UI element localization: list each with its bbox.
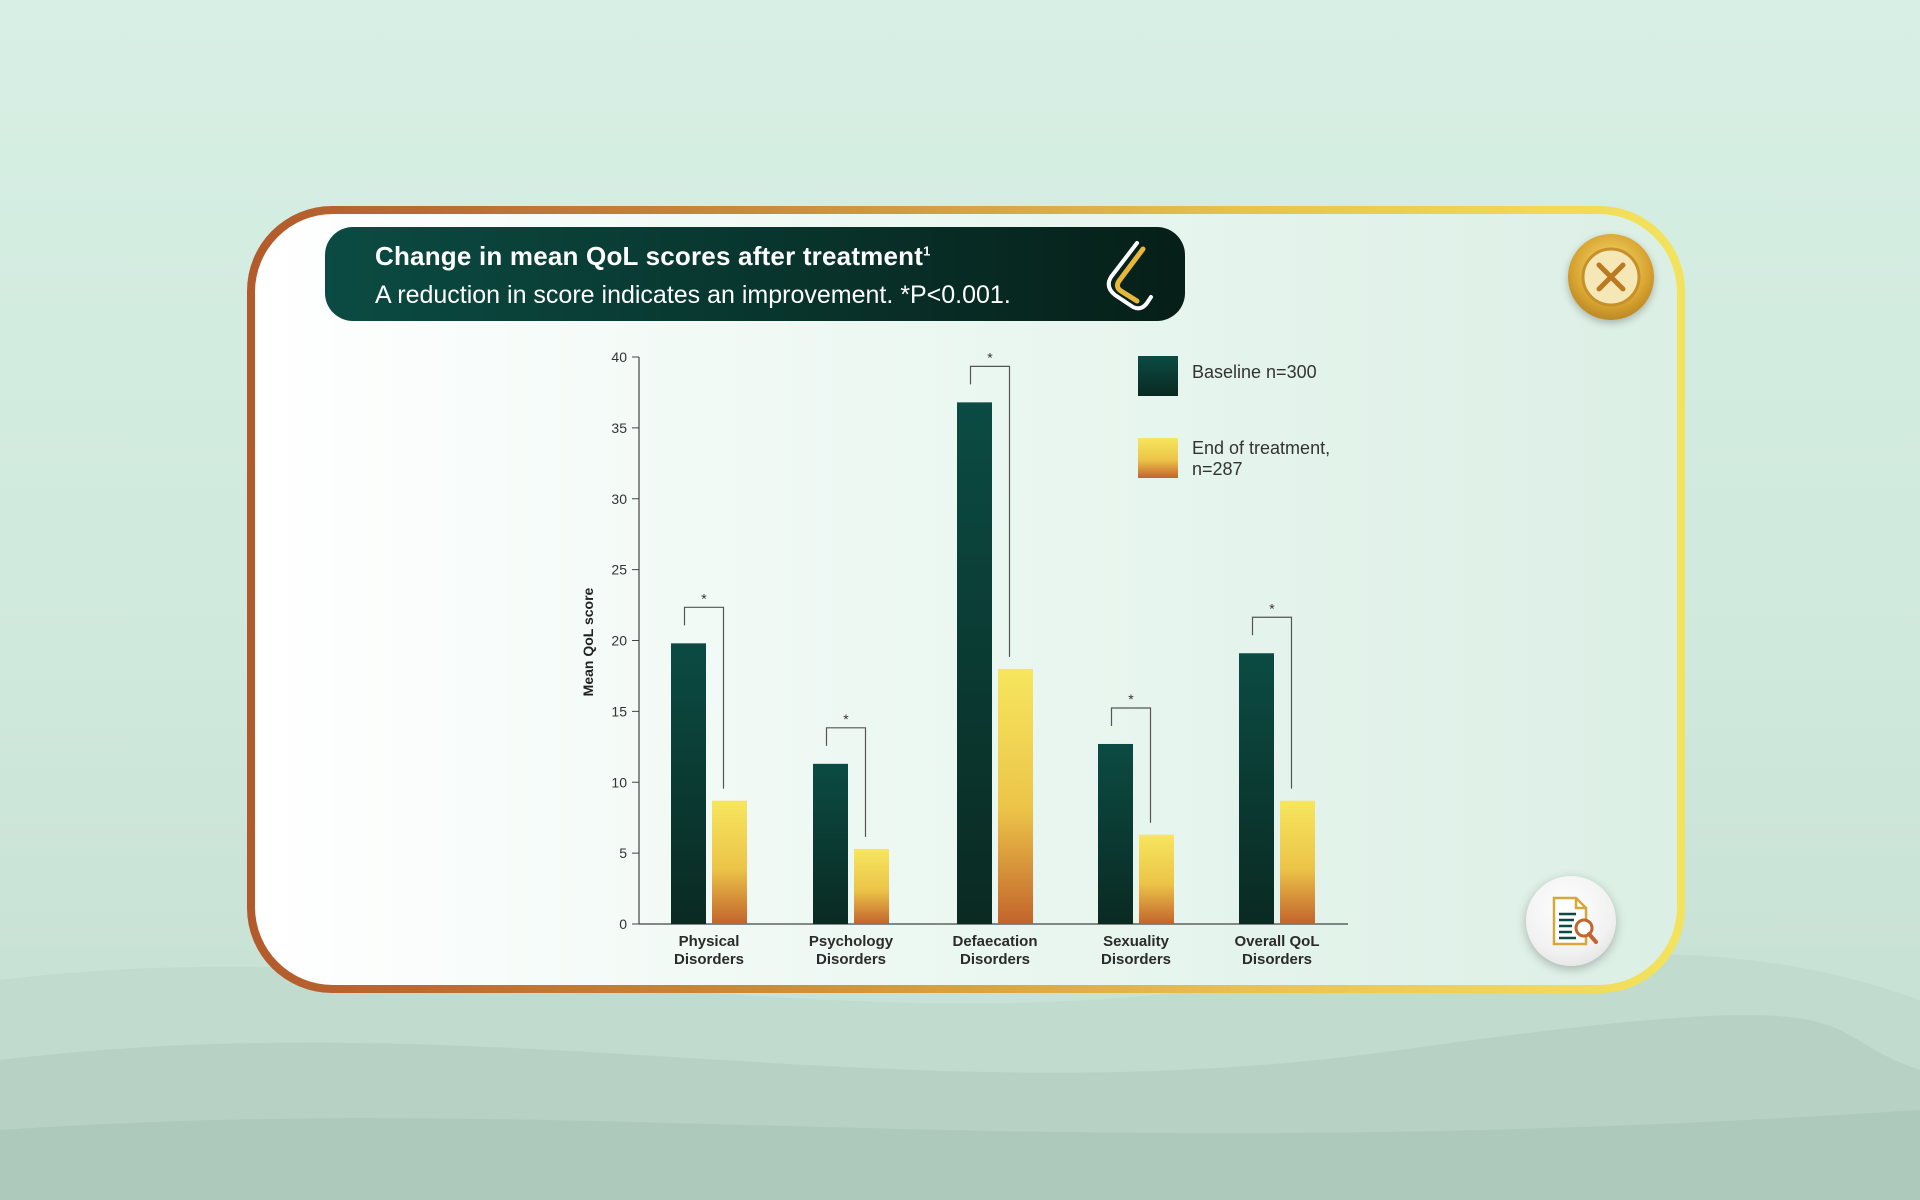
boomerang-icon [1106, 241, 1153, 311]
y-tick-label: 5 [619, 845, 627, 861]
significance-bracket [1251, 616, 1293, 789]
x-category-label: Physical Disorders [674, 933, 744, 968]
chart-legend: Baseline n=300 End of treatment, n=287 [1138, 356, 1330, 479]
significance-star: * [987, 349, 993, 365]
x-category-label: Sexuality Disorders [1101, 933, 1171, 968]
bar-end-of-treatment-4 [1280, 800, 1315, 924]
reference-button[interactable] [1526, 876, 1616, 966]
y-tick-label: 20 [611, 633, 627, 649]
title-banner: Change in mean QoL scores after treatmen… [325, 227, 1185, 321]
document-search-icon [1552, 896, 1598, 946]
y-tick-label: 15 [611, 703, 627, 719]
y-tick-label: 30 [611, 491, 627, 507]
significance-star: * [843, 711, 849, 727]
legend-label-0: Baseline n=300 [1192, 362, 1317, 382]
legend-swatch-0 [1138, 356, 1178, 396]
y-axis-title: Mean QoL score [580, 587, 596, 696]
significance-bracket [1110, 707, 1152, 823]
bar-baseline-4 [1239, 653, 1274, 924]
y-tick-label: 40 [611, 349, 627, 365]
x-category-label: Psychology Disorders [809, 933, 894, 968]
legend-swatch-1 [1138, 438, 1178, 478]
chart-subtitle: A reduction in score indicates an improv… [375, 281, 1011, 309]
title-reference: 1 [923, 243, 931, 259]
bar-baseline-2 [957, 402, 992, 924]
y-tick-label: 10 [611, 774, 627, 790]
bar-baseline-1 [813, 763, 848, 924]
y-tick-label: 0 [619, 916, 627, 932]
bar-end-of-treatment-3 [1139, 834, 1174, 924]
significance-bracket [969, 365, 1011, 657]
bar-end-of-treatment-1 [854, 848, 889, 924]
significance-bracket [825, 727, 867, 837]
close-icon [1581, 247, 1641, 307]
chart-title: Change in mean QoL scores after treatmen… [375, 241, 931, 271]
bar-end-of-treatment-2 [998, 668, 1033, 924]
bar-baseline-3 [1098, 743, 1133, 924]
x-category-label: Defaecation Disorders [952, 933, 1037, 968]
bar-baseline-0 [671, 643, 706, 924]
legend-label-1: End of treatment, n=287 [1192, 438, 1330, 479]
y-tick-label: 35 [611, 420, 627, 436]
close-button[interactable] [1568, 234, 1654, 320]
significance-star: * [701, 590, 707, 606]
significance-bracket [683, 606, 725, 789]
y-tick-label: 25 [611, 562, 627, 578]
x-category-label: Overall QoL Disorders [1234, 933, 1319, 968]
significance-star: * [1269, 600, 1275, 616]
bar-end-of-treatment-0 [712, 800, 747, 924]
plot-area: 0 5 10 15 20 25 30 35 40 Physical Disorders * Psycho… [611, 349, 1348, 968]
significance-star: * [1128, 691, 1134, 707]
